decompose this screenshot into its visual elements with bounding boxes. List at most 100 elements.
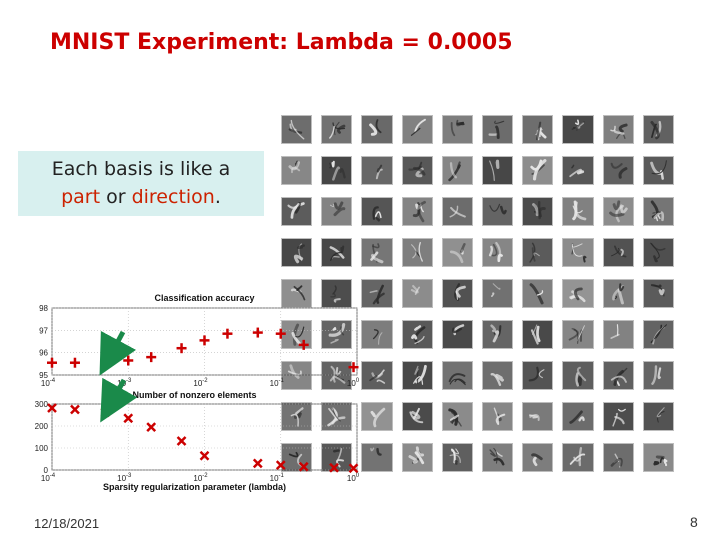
callout-period: .	[214, 186, 221, 208]
basis-image	[522, 279, 554, 308]
plus-marker	[199, 335, 210, 346]
x-marker	[100, 407, 111, 418]
basis-image	[522, 238, 554, 267]
slide-title: MNIST Experiment: Lambda = 0.0005	[50, 30, 513, 55]
basis-image	[441, 361, 473, 390]
basis-image	[482, 361, 514, 390]
basis-image	[562, 361, 594, 390]
basis-image	[482, 443, 514, 472]
basis-image	[401, 156, 433, 185]
basis-image	[602, 279, 634, 308]
green-arrow-1	[99, 330, 137, 376]
basis-image	[602, 156, 634, 185]
basis-image	[281, 115, 313, 144]
basis-image	[522, 320, 554, 349]
basis-image	[522, 197, 554, 226]
basis-image	[361, 279, 393, 308]
basis-image	[602, 443, 634, 472]
basis-image	[642, 156, 674, 185]
plus-marker	[47, 357, 57, 368]
basis-image	[441, 238, 473, 267]
accuracy-plot: 9596979810-410-310-210-1100Classificatio…	[39, 293, 360, 400]
basis-image	[602, 402, 634, 431]
x-marker	[70, 404, 80, 415]
basis-image	[321, 361, 353, 390]
basis-image	[441, 443, 473, 472]
basis-image	[361, 238, 393, 267]
basis-image	[361, 156, 393, 185]
x-marker	[329, 462, 339, 473]
basis-image	[321, 238, 353, 267]
x-marker	[275, 460, 286, 471]
callout-or: or	[100, 186, 132, 208]
basis-image	[642, 402, 674, 431]
y-tick-label: 0	[44, 466, 49, 475]
basis-image	[281, 279, 313, 308]
basis-image	[401, 115, 433, 144]
basis-image	[281, 238, 313, 267]
plus-marker	[100, 357, 111, 368]
basis-image	[602, 361, 634, 390]
x-marker	[146, 422, 157, 432]
basis-image	[441, 279, 473, 308]
plus-marker	[69, 357, 80, 368]
basis-image	[562, 320, 594, 349]
basis-image	[482, 238, 514, 267]
basis-image	[602, 320, 634, 349]
x-tick-label: 10-4	[41, 378, 56, 388]
callout-part: part	[61, 186, 101, 208]
basis-image	[602, 238, 634, 267]
basis-image	[321, 115, 353, 144]
basis-image	[522, 115, 554, 144]
basis-image	[482, 115, 514, 144]
basis-image	[642, 279, 674, 308]
basis-image	[321, 156, 353, 185]
x-axis-label: Sparsity regularization parameter (lambd…	[103, 482, 286, 492]
basis-image	[361, 361, 393, 390]
basis-image	[522, 361, 554, 390]
basis-image	[321, 402, 353, 431]
basis-image	[602, 197, 634, 226]
page-number: 8	[690, 514, 698, 530]
callout-line-2: part or direction.	[18, 183, 264, 211]
plus-marker	[123, 355, 134, 366]
basis-image	[321, 320, 353, 349]
plus-marker	[176, 343, 187, 354]
experiment-charts: 95 96 97 98 10-4 10-3 10-2 10-1 100 Classificatio…	[35, 293, 360, 492]
basis-image	[441, 156, 473, 185]
basis-image	[482, 156, 514, 185]
callout-line-1: Each basis is like a	[51, 158, 231, 180]
basis-image	[281, 402, 313, 431]
basis-image	[482, 402, 514, 431]
basis-image	[642, 320, 674, 349]
basis-image	[281, 156, 313, 185]
y-tick-label: 97	[39, 326, 48, 335]
basis-image	[642, 115, 674, 144]
basis-image	[441, 402, 473, 431]
basis-image	[482, 279, 514, 308]
x-tick-label: 100	[347, 378, 360, 388]
basis-image	[401, 361, 433, 390]
basis-image	[441, 115, 473, 144]
y-tick-label: 100	[35, 444, 49, 453]
x-tick-label: 10-4	[41, 473, 56, 483]
basis-image	[361, 443, 393, 472]
basis-image	[522, 156, 554, 185]
x-tick-label: 10-1	[270, 473, 285, 483]
basis-image	[361, 402, 393, 431]
basis-image	[522, 443, 554, 472]
basis-image	[642, 361, 674, 390]
basis-image	[562, 443, 594, 472]
nonzero-plot: 0 100 200 300 10-4 10-3 10-2 10-1 100 Sparsity re…	[35, 400, 360, 492]
basis-image	[401, 279, 433, 308]
plus-marker	[222, 328, 233, 339]
x-marker	[123, 413, 134, 424]
x-tick-label: 10-2	[193, 473, 208, 483]
basis-image	[361, 320, 393, 349]
x-marker	[176, 436, 187, 446]
basis-image	[642, 197, 674, 226]
basis-image	[562, 279, 594, 308]
plus-marker	[252, 327, 263, 338]
y-tick-label: 200	[35, 422, 49, 431]
x-axis-label: Number of nonzero elements	[132, 390, 256, 400]
